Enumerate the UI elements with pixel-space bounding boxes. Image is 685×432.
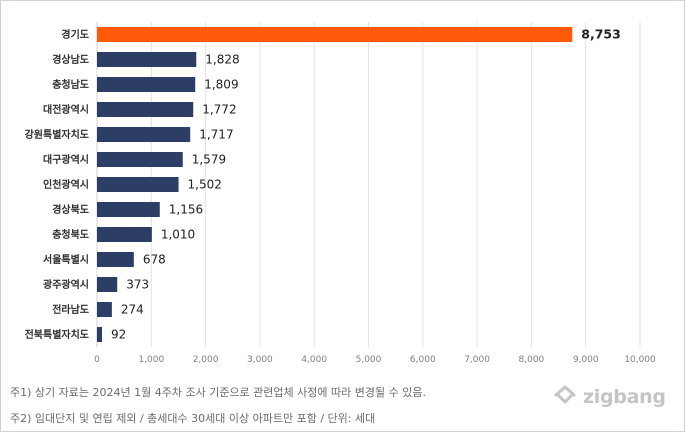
value-label: 1,010 bbox=[161, 228, 195, 242]
category-label: 광주광역시 bbox=[43, 278, 89, 291]
x-tick-label: 5,000 bbox=[356, 355, 382, 365]
x-tick-label: 6,000 bbox=[410, 355, 436, 365]
x-tick-label: 8,000 bbox=[519, 355, 545, 365]
x-tick-label: 7,000 bbox=[464, 355, 490, 365]
category-label: 강원특별자치도 bbox=[25, 128, 89, 141]
category-label: 전북특별자치도 bbox=[25, 328, 89, 341]
category-label: 대구광역시 bbox=[43, 153, 89, 166]
value-label: 1,772 bbox=[202, 103, 236, 117]
bar bbox=[97, 177, 179, 192]
value-label: 373 bbox=[126, 278, 149, 292]
value-label: 1,579 bbox=[192, 153, 226, 167]
bar bbox=[97, 152, 183, 167]
value-label: 8,753 bbox=[581, 27, 621, 42]
bar bbox=[97, 202, 160, 217]
brand-logo: zigbang bbox=[553, 384, 666, 410]
x-tick-label: 3,000 bbox=[247, 355, 273, 365]
horizontal-bar-chart: 0 1,000 2,000 3,000 4,000 5,000 6,000 7,000 8,00… bbox=[25, 22, 656, 365]
value-label: 1,717 bbox=[199, 128, 233, 142]
x-tick-label: 10,000 bbox=[624, 355, 656, 365]
x-tick-label: 9,000 bbox=[573, 355, 599, 365]
category-label: 서울특별시 bbox=[43, 253, 89, 266]
brand-name: zigbang bbox=[583, 386, 666, 408]
footnote-1: 주1) 상기 자료는 2024년 1월 4주차 조사 기준으로 관련업체 사정에… bbox=[10, 386, 426, 399]
x-tick-label: 4,000 bbox=[301, 355, 327, 365]
bar bbox=[97, 52, 197, 67]
category-label: 경상북도 bbox=[52, 203, 89, 216]
x-tick-label: 0 bbox=[94, 355, 100, 365]
bar bbox=[97, 277, 118, 292]
category-label: 충청남도 bbox=[52, 78, 89, 91]
bar bbox=[97, 127, 191, 142]
value-label: 274 bbox=[121, 303, 144, 317]
category-label: 충청북도 bbox=[52, 228, 89, 241]
value-label: 1,502 bbox=[188, 178, 222, 192]
bar bbox=[97, 77, 196, 92]
category-label: 대전광역시 bbox=[43, 103, 89, 116]
x-tick-label: 2,000 bbox=[193, 355, 219, 365]
value-label: 678 bbox=[143, 253, 166, 267]
bar bbox=[97, 302, 112, 317]
value-label: 1,828 bbox=[205, 53, 239, 67]
bar bbox=[97, 27, 573, 42]
category-label: 인천광역시 bbox=[43, 178, 89, 191]
zigbang-logo-icon bbox=[553, 384, 577, 410]
value-label: 92 bbox=[111, 328, 126, 342]
x-tick-label: 1,000 bbox=[138, 355, 164, 365]
category-label: 전라남도 bbox=[52, 303, 89, 316]
category-label: 경상남도 bbox=[52, 53, 89, 66]
bar bbox=[97, 327, 102, 342]
value-label: 1,156 bbox=[169, 203, 203, 217]
bar bbox=[97, 102, 194, 117]
value-label: 1,809 bbox=[204, 78, 238, 92]
category-label: 경기도 bbox=[61, 28, 89, 41]
bar bbox=[97, 227, 152, 242]
bar bbox=[97, 252, 134, 267]
footnote-2: 주2) 임대단지 및 연립 제외 / 총세대수 30세대 이상 아파트만 포함 … bbox=[10, 412, 376, 425]
